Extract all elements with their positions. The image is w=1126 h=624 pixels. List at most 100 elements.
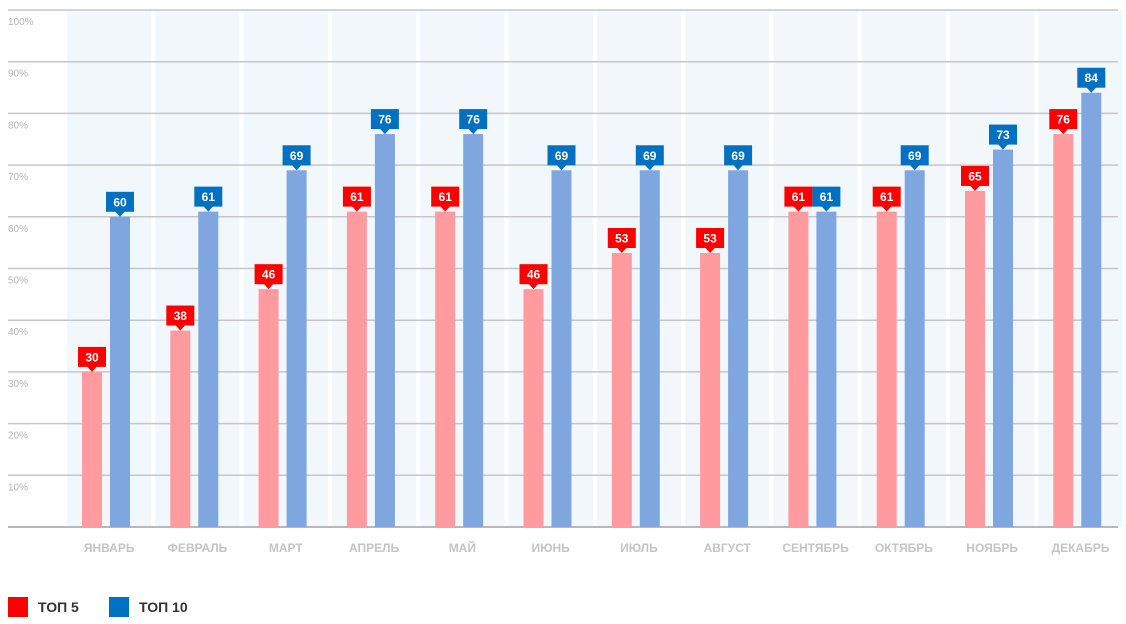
bar	[993, 149, 1013, 527]
svg-text:65: 65	[968, 169, 982, 183]
data-label: 61	[784, 186, 813, 212]
bar	[346, 211, 367, 527]
bar	[816, 211, 837, 527]
x-tick-label: СЕНТЯБРЬ	[782, 541, 849, 555]
legend-label-top10: ТОП 10	[139, 599, 188, 615]
legend-item-top5: ТОП 5	[8, 597, 79, 617]
data-label: 69	[900, 145, 929, 171]
legend-item-top10: ТОП 10	[109, 597, 188, 617]
svg-text:69: 69	[908, 149, 922, 163]
bar	[258, 289, 279, 527]
x-tick-label: ДЕКАБРЬ	[1052, 541, 1110, 555]
bar	[876, 211, 897, 527]
x-tick-label: МАЙ	[449, 540, 476, 555]
svg-text:61: 61	[202, 190, 216, 204]
bar	[523, 289, 544, 527]
x-tick-label: НОЯБРЬ	[966, 541, 1018, 555]
bar	[904, 170, 925, 527]
bar-chart: 10% 20% 30% 40% 50% 60% 70% 80% 90% 100% 30 38 46 61…	[8, 9, 1123, 555]
bar	[286, 170, 307, 527]
svg-text:61: 61	[350, 190, 364, 204]
legend-label-top5: ТОП 5	[38, 599, 79, 615]
svg-text:46: 46	[262, 268, 276, 282]
bar	[110, 216, 130, 528]
data-label: 69	[635, 145, 664, 171]
svg-text:53: 53	[703, 231, 717, 245]
data-label: 46	[254, 264, 283, 290]
data-label: 84	[1077, 67, 1106, 93]
bar	[1053, 134, 1074, 527]
svg-text:61: 61	[792, 190, 806, 204]
y-tick-label: 40%	[8, 327, 28, 338]
svg-text:69: 69	[643, 149, 657, 163]
x-axis-labels: ЯНВАРЬ ФЕВРАЛЬ МАРТ АПРЕЛЬ МАЙ ИЮНЬ ИЮЛЬ АВГУСТ…	[84, 540, 1110, 555]
bar	[82, 371, 102, 527]
svg-text:61: 61	[820, 190, 834, 204]
data-label: 65	[961, 165, 989, 191]
svg-text:69: 69	[290, 149, 304, 163]
data-label: 38	[166, 305, 195, 331]
bar	[170, 330, 191, 527]
svg-text:76: 76	[378, 113, 392, 127]
data-label: 61	[342, 186, 371, 212]
bar	[639, 170, 660, 527]
data-label: 53	[607, 227, 636, 253]
data-label: 69	[724, 145, 753, 171]
y-tick-label: 100%	[8, 17, 34, 28]
legend-swatch-top5	[8, 597, 28, 617]
data-label: 61	[872, 186, 901, 212]
bar	[463, 134, 484, 527]
data-label: 61	[431, 186, 460, 212]
bar	[435, 211, 456, 527]
bar	[700, 252, 721, 528]
data-label: 30	[78, 346, 106, 372]
y-axis-ticks: 10% 20% 30% 40% 50% 60% 70% 80% 90% 100%	[8, 17, 34, 493]
svg-text:60: 60	[113, 195, 127, 209]
data-label: 76	[459, 109, 488, 135]
y-tick-label: 90%	[8, 69, 28, 80]
data-label: 61	[194, 186, 223, 212]
bar	[1081, 92, 1102, 527]
x-tick-label: ОКТЯБРЬ	[875, 541, 933, 555]
svg-text:76: 76	[467, 113, 481, 127]
data-label: 61	[812, 186, 841, 212]
svg-text:38: 38	[174, 309, 188, 323]
bars	[82, 92, 1102, 528]
bar	[374, 134, 395, 527]
svg-text:69: 69	[555, 149, 569, 163]
data-label: 73	[989, 124, 1017, 150]
x-tick-label: ИЮЛЬ	[620, 541, 658, 555]
y-tick-label: 10%	[8, 482, 28, 493]
x-tick-label: ИЮНЬ	[532, 541, 571, 555]
data-label: 76	[370, 109, 399, 135]
svg-text:76: 76	[1057, 113, 1071, 127]
y-tick-label: 80%	[8, 120, 28, 131]
svg-text:84: 84	[1085, 71, 1099, 85]
data-label: 60	[106, 191, 134, 217]
x-tick-label: МАРТ	[269, 541, 304, 555]
bar	[965, 190, 985, 527]
y-tick-label: 20%	[8, 431, 28, 442]
bar	[611, 252, 632, 528]
svg-text:30: 30	[85, 350, 99, 364]
svg-text:69: 69	[731, 149, 745, 163]
svg-text:46: 46	[527, 268, 541, 282]
bar	[728, 170, 749, 527]
x-tick-label: ФЕВРАЛЬ	[168, 541, 228, 555]
y-tick-label: 50%	[8, 276, 28, 287]
data-labels: 30 38 46 61 61 46 53 53 61 61 65 76 60 61 69 76 76 69 69 69…	[78, 67, 1106, 372]
svg-text:73: 73	[996, 128, 1010, 142]
svg-text:61: 61	[439, 190, 453, 204]
bar	[788, 211, 809, 527]
y-tick-label: 70%	[8, 172, 28, 183]
y-tick-label: 60%	[8, 224, 28, 235]
bar	[198, 211, 219, 527]
data-label: 46	[519, 264, 548, 290]
x-tick-label: ЯНВАРЬ	[84, 541, 135, 555]
data-label: 53	[696, 227, 725, 253]
svg-text:53: 53	[615, 231, 629, 245]
x-tick-label: АВГУСТ	[704, 541, 752, 555]
data-label: 76	[1049, 109, 1078, 135]
x-tick-label: АПРЕЛЬ	[349, 541, 400, 555]
legend-swatch-top10	[109, 597, 129, 617]
